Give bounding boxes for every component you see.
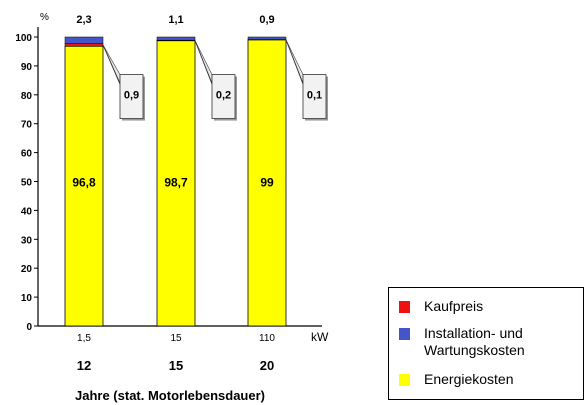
data-label-installation: 1,1 [168,14,183,26]
bar-segment-energiekosten [156,40,196,327]
x-tick-label: 110 [259,333,275,344]
data-label-energiekosten: 99 [260,176,274,190]
data-label-installation: 2,3 [76,14,91,26]
x-tick-label: 15 [170,333,182,344]
bar-segment-kaufpreis [64,43,104,47]
legend-swatch-energiekosten [399,374,410,386]
legend-label-energiekosten: Energiekosten [424,371,514,387]
legend-swatch-installation [399,328,410,340]
callout-value-kaufpreis: 0,2 [216,90,231,102]
x-tick-label: 1,5 [77,333,91,344]
y-tick-label: 0 [26,322,32,333]
legend: Kaufpreis Installation- und Wartungskost… [388,287,584,400]
legend-swatch-kaufpreis [399,301,410,313]
legend-label-installation: Installation- und Wartungskosten [424,325,525,358]
bar-segment-installation [156,36,196,41]
y-tick-label: 90 [21,62,33,73]
callout-leader-line [102,44,121,84]
chart-bars [64,36,287,327]
y-tick-label: 80 [21,91,33,102]
y-tick-label: 60 [21,149,33,160]
callout-value-kaufpreis: 0,9 [124,90,139,102]
data-label-energiekosten: 96,8 [72,176,96,190]
y-unit-label: % [40,12,49,23]
callout-value-kaufpreis: 0,1 [307,90,322,102]
legend-label-kaufpreis: Kaufpreis [424,298,484,314]
callout-box [211,74,236,119]
callout-box [119,74,144,119]
callout-leader-line [285,39,304,84]
data-label-installation: 0,9 [259,14,274,26]
x-year-label: 15 [169,358,183,373]
bar-segment-energiekosten [247,39,287,327]
chart-labels: 96,8 2,3 1,5 12 0,9 98,7 1,1 15 15 0,2 99 0,9 110 20 0… [72,14,328,373]
x-axis-title: Jahre (stat. Motorlebensdauer) [75,388,265,403]
y-tick-label: 30 [21,235,33,246]
bar-segment-installation [64,36,104,44]
y-tick-label: 10 [21,293,33,304]
x-year-label: 20 [260,358,274,373]
y-tick-label: 100 [15,33,32,44]
callout-leader-line [194,40,213,84]
x-unit-label: kW [311,330,329,344]
data-label-energiekosten: 98,7 [164,176,188,190]
y-tick-label: 50 [21,178,33,189]
bar-segment-installation [247,36,287,40]
y-tick-label: 40 [21,206,33,217]
y-tick-label: 20 [21,264,33,275]
x-year-label: 12 [77,358,91,373]
bar-segment-energiekosten [64,45,104,327]
y-tick-label: 70 [21,120,33,131]
callout-box [302,74,327,119]
